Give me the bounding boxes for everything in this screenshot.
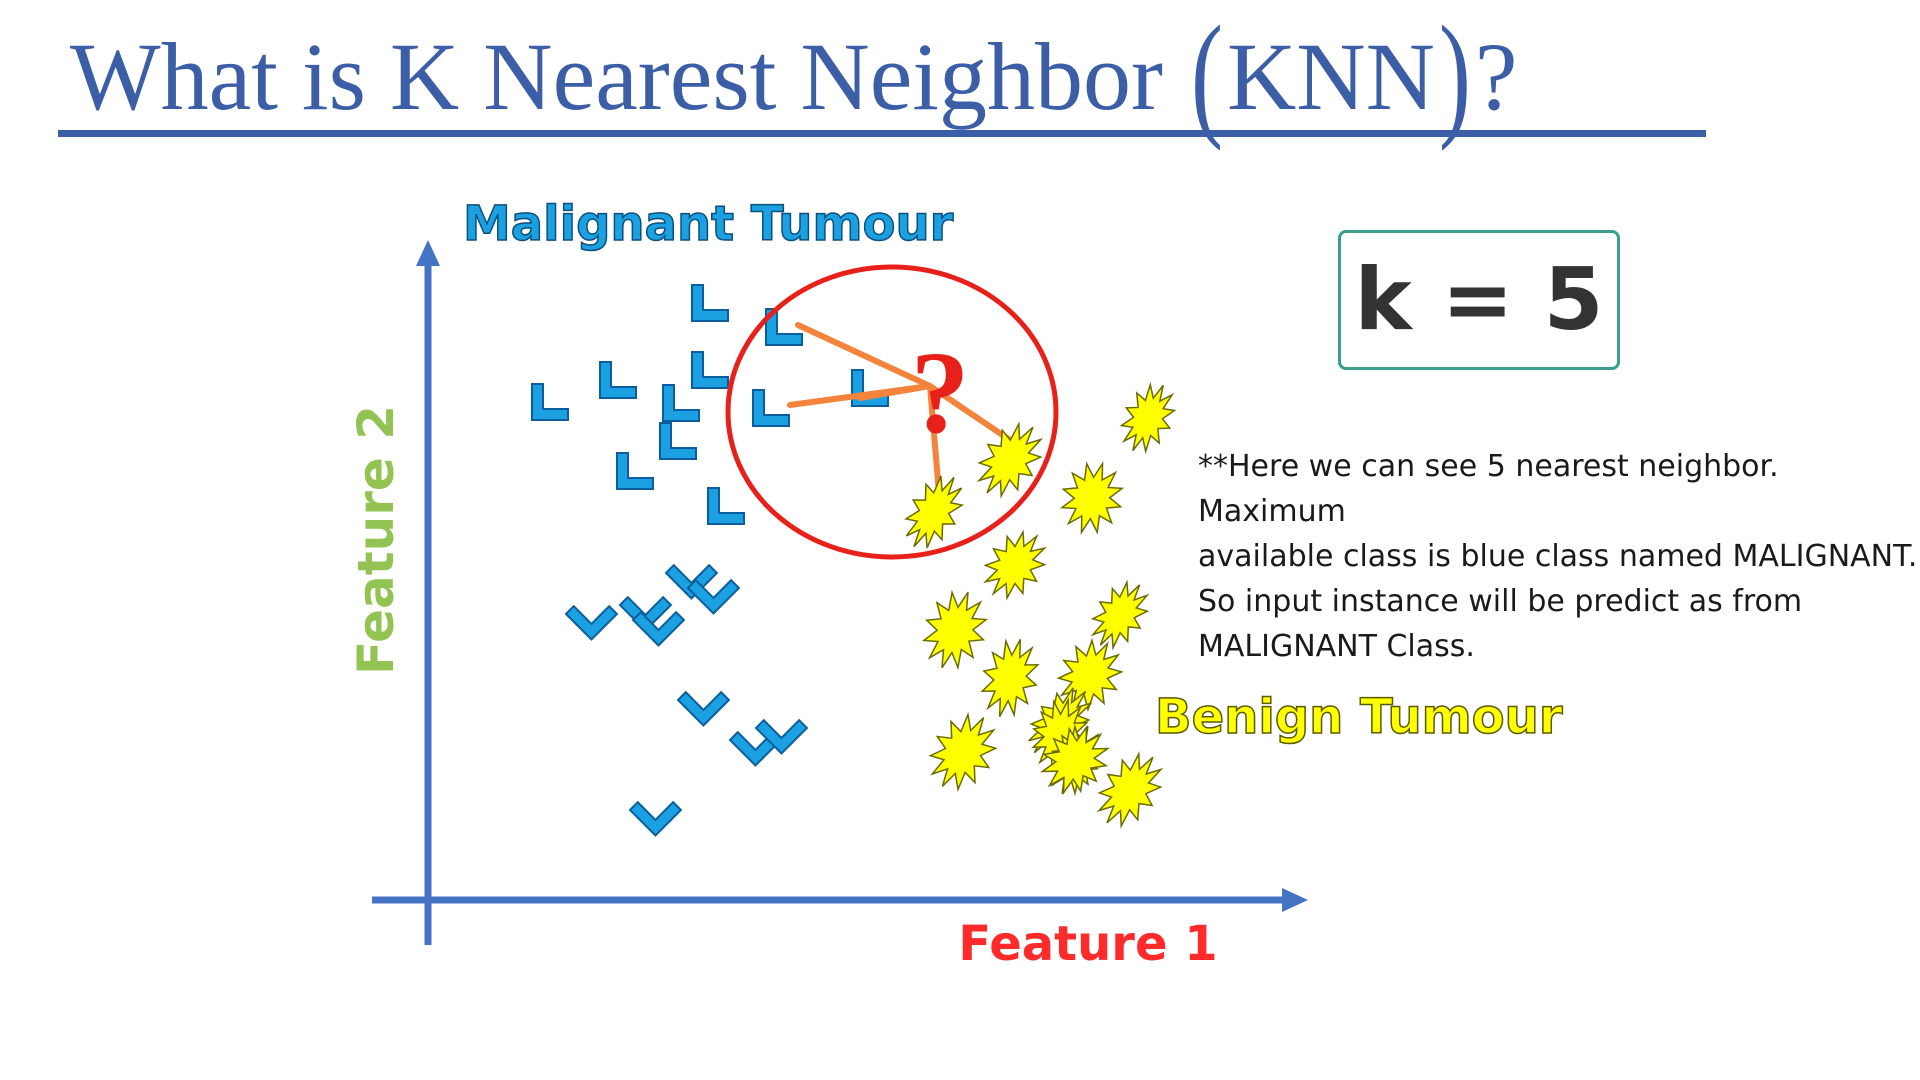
benign-point	[921, 589, 989, 671]
neighbor-line	[927, 383, 1013, 443]
y-axis-label: Feature 2	[347, 405, 405, 675]
malignant-point	[754, 718, 809, 755]
neighborhood-circle	[725, 264, 1059, 560]
slide-title: What is K Nearest Neighbor (KNN)?	[70, 0, 1518, 150]
benign-point	[980, 638, 1040, 718]
benign-point	[904, 475, 964, 549]
benign-class-label: Benign Tumour	[1155, 689, 1563, 745]
query-point-question-mark: ?	[911, 327, 970, 458]
benign-point	[1059, 460, 1125, 536]
neighbor-distance-lines	[787, 322, 1013, 508]
x-axis-label: Feature 1	[958, 916, 1217, 972]
benign-points	[904, 381, 1177, 829]
y-axis-arrowhead	[416, 240, 440, 266]
malignant-point	[659, 422, 697, 460]
explanation-note: **Here we can see 5 nearest neighbor. Ma…	[1198, 449, 1918, 664]
malignant-point	[664, 563, 719, 600]
x-axis-arrowhead	[1282, 888, 1308, 912]
title-close-paren: )	[1438, 0, 1471, 152]
benign-point	[1039, 724, 1111, 796]
title-text: What is K Nearest Neighbor	[70, 23, 1163, 130]
benign-point	[1090, 579, 1150, 651]
malignant-points	[531, 284, 889, 837]
k-value-label: k = 5	[1354, 250, 1604, 350]
neighbor-line	[857, 383, 933, 401]
benign-point	[976, 421, 1044, 499]
malignant-point	[531, 383, 569, 421]
benign-point	[928, 711, 998, 793]
malignant-point	[564, 604, 619, 641]
malignant-class-label: Malignant Tumour	[463, 196, 954, 252]
malignant-point	[752, 389, 790, 427]
benign-point	[983, 529, 1047, 601]
malignant-point	[851, 369, 889, 407]
neighbor-line	[795, 322, 933, 389]
malignant-point	[676, 690, 731, 727]
benign-point	[1096, 751, 1164, 829]
malignant-point	[707, 487, 745, 525]
malignant-point	[662, 384, 700, 422]
malignant-point	[691, 284, 729, 322]
title-acronym: KNN	[1226, 23, 1435, 130]
title-question-mark: ?	[1474, 23, 1518, 130]
malignant-point	[631, 610, 686, 647]
malignant-point	[599, 361, 637, 399]
benign-point	[1056, 637, 1124, 713]
malignant-point	[628, 800, 683, 837]
title-underline	[58, 130, 1706, 137]
k-value-box: k = 5	[1338, 230, 1620, 370]
malignant-point	[616, 452, 654, 490]
malignant-point	[691, 351, 729, 389]
title-open-paren: (	[1190, 0, 1223, 152]
malignant-point	[686, 578, 741, 615]
benign-point	[1119, 381, 1177, 455]
